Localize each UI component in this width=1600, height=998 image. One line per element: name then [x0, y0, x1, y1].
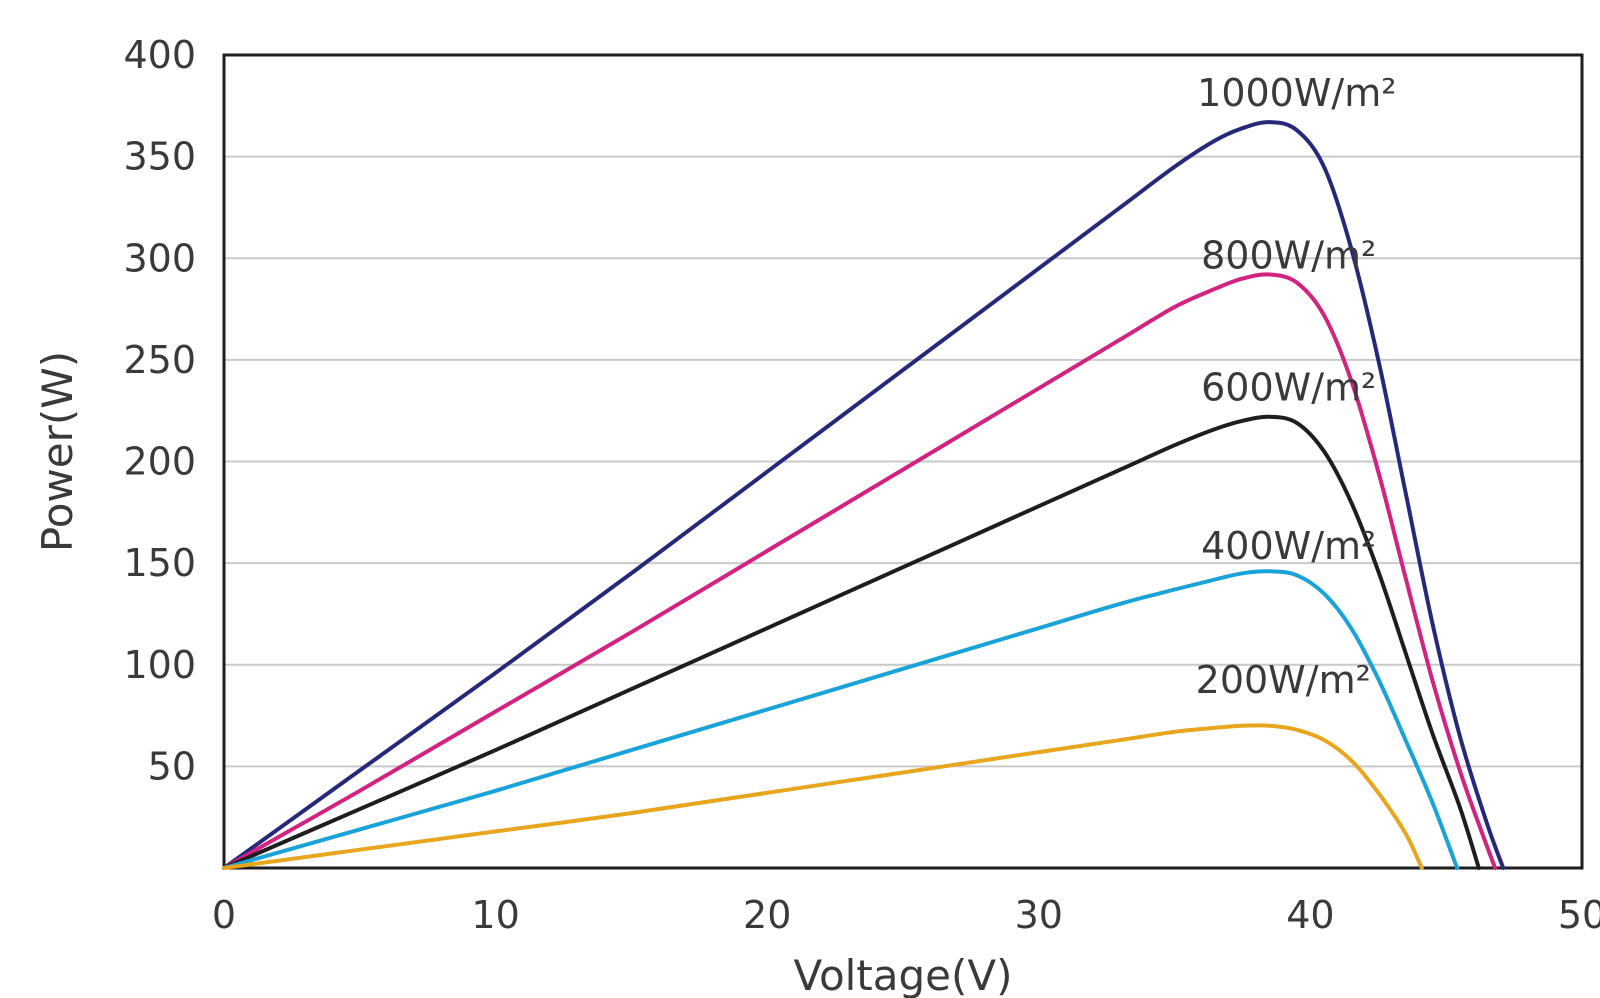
y-tick-label: 300 — [123, 236, 196, 280]
y-tick-label: 50 — [148, 744, 196, 788]
series-layer — [222, 120, 1506, 870]
y-tick-label: 200 — [123, 440, 196, 484]
x-tick-label: 20 — [743, 893, 791, 937]
series-label: 400W/m² — [1201, 524, 1376, 568]
series-line-400w-m2 — [222, 569, 1460, 870]
x-tick-label: 30 — [1015, 893, 1063, 937]
series-labels: 1000W/m² 800W/m² 600W/m² 400W/m² 200W/m² — [1196, 71, 1397, 702]
series-label: 200W/m² — [1196, 658, 1371, 702]
y-tick-label: 150 — [123, 541, 196, 585]
gridlines — [224, 155, 1582, 768]
x-tick-label: 40 — [1286, 893, 1334, 937]
series-line-200w-m2 — [222, 723, 1424, 870]
y-axis-title: Power(W) — [33, 351, 82, 552]
x-axis-ticks: 0 10 20 30 40 50 — [212, 893, 1600, 937]
y-tick-label: 350 — [123, 135, 196, 179]
y-tick-label: 400 — [123, 33, 196, 77]
series-line-1000w-m2 — [222, 120, 1506, 870]
series-label: 800W/m² — [1201, 233, 1376, 277]
y-axis-ticks: 50 100 150 200 250 300 350 400 — [123, 33, 196, 788]
x-axis-title: Voltage(V) — [793, 951, 1012, 998]
y-tick-label: 250 — [123, 338, 196, 382]
series-line-800w-m2 — [222, 272, 1498, 870]
x-tick-label: 10 — [471, 893, 519, 937]
series-label: 1000W/m² — [1197, 71, 1396, 115]
x-tick-label: 0 — [212, 893, 236, 937]
series-line-600w-m2 — [222, 414, 1481, 870]
x-tick-label: 50 — [1558, 893, 1600, 937]
series-label: 600W/m² — [1201, 366, 1376, 410]
y-tick-label: 100 — [123, 643, 196, 687]
plot-frame — [222, 53, 1584, 870]
